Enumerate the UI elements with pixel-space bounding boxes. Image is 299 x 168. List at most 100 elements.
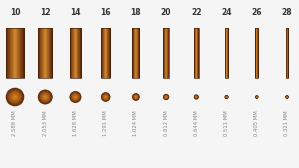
Circle shape [286, 96, 288, 98]
Bar [20, 28, 21, 78]
Circle shape [71, 93, 80, 101]
Bar [167, 28, 168, 78]
Bar [256, 28, 257, 78]
Bar [169, 28, 170, 78]
Circle shape [42, 94, 48, 100]
Circle shape [256, 96, 258, 98]
Circle shape [74, 96, 76, 98]
Bar [288, 28, 289, 78]
Circle shape [256, 96, 258, 98]
Circle shape [286, 96, 288, 98]
Bar [42, 28, 43, 78]
Circle shape [256, 96, 258, 98]
Circle shape [164, 95, 168, 99]
Bar [286, 28, 287, 78]
Circle shape [164, 95, 168, 99]
Bar [80, 28, 81, 78]
Text: 1.024 MM: 1.024 MM [133, 110, 138, 136]
Circle shape [102, 94, 109, 100]
Bar [286, 28, 287, 78]
Circle shape [40, 92, 51, 102]
Bar [17, 28, 19, 78]
Circle shape [134, 95, 138, 99]
Bar [286, 28, 287, 78]
Circle shape [11, 93, 19, 101]
Bar [45, 28, 46, 78]
Bar [74, 28, 75, 78]
Bar [194, 28, 195, 78]
Circle shape [135, 96, 137, 98]
Circle shape [11, 93, 19, 101]
Text: 24: 24 [221, 8, 232, 17]
Bar [44, 28, 45, 78]
Circle shape [132, 93, 139, 101]
Circle shape [105, 96, 107, 98]
Bar [7, 28, 8, 78]
Circle shape [165, 96, 167, 98]
Bar [258, 28, 259, 78]
Bar [164, 28, 165, 78]
Bar [132, 28, 133, 78]
Circle shape [43, 95, 47, 99]
Bar [39, 28, 40, 78]
Circle shape [165, 96, 167, 98]
Bar [226, 28, 227, 78]
Text: 0.511 MM: 0.511 MM [224, 110, 229, 136]
Bar [165, 28, 166, 78]
Bar [23, 28, 25, 78]
Bar [106, 28, 107, 78]
Bar [168, 28, 169, 78]
Bar [287, 28, 288, 78]
Bar [13, 28, 14, 78]
Bar [198, 28, 199, 78]
Circle shape [196, 96, 197, 98]
Circle shape [286, 96, 289, 98]
Circle shape [286, 96, 288, 98]
Bar [167, 28, 168, 78]
Bar [45, 28, 46, 78]
Bar [196, 28, 197, 78]
Bar [288, 28, 289, 78]
Bar [76, 28, 77, 78]
Bar [75, 28, 76, 78]
Circle shape [255, 96, 258, 98]
Circle shape [105, 96, 106, 98]
Bar [286, 28, 287, 78]
Bar [226, 28, 227, 78]
Bar [20, 28, 22, 78]
Bar [38, 28, 39, 78]
Circle shape [101, 93, 110, 101]
Circle shape [135, 96, 136, 98]
Bar [166, 28, 167, 78]
Bar [70, 28, 71, 78]
Circle shape [195, 96, 197, 98]
Circle shape [104, 96, 107, 98]
Bar [110, 28, 111, 78]
Circle shape [43, 95, 47, 99]
Circle shape [103, 94, 108, 100]
Circle shape [225, 95, 228, 98]
Bar [41, 28, 42, 78]
Bar [47, 28, 48, 78]
Bar [102, 28, 103, 78]
Bar [197, 28, 198, 78]
Bar [103, 28, 104, 78]
Bar [139, 28, 140, 78]
Bar [139, 28, 140, 78]
Bar [197, 28, 198, 78]
Circle shape [74, 96, 77, 98]
Bar [78, 28, 79, 78]
Bar [288, 28, 289, 78]
Bar [104, 28, 105, 78]
Bar [10, 28, 11, 78]
Circle shape [104, 95, 107, 99]
Bar [72, 28, 73, 78]
Bar [138, 28, 139, 78]
Circle shape [286, 96, 288, 98]
Bar [72, 28, 73, 78]
Circle shape [134, 95, 138, 99]
Bar [227, 28, 228, 78]
Circle shape [195, 96, 197, 98]
Circle shape [41, 93, 50, 101]
Circle shape [135, 96, 137, 98]
